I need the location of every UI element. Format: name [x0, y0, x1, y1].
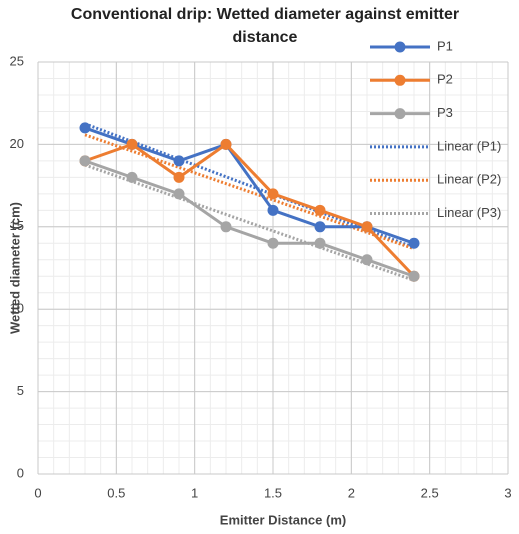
marker [126, 138, 138, 150]
marker [361, 221, 373, 233]
y-tick-label: 5 [17, 383, 24, 398]
legend-marker [394, 74, 406, 86]
marker [173, 155, 185, 167]
series-line [84, 142, 416, 278]
marker [267, 237, 279, 249]
marker [220, 138, 232, 150]
x-tick-label: 1 [191, 485, 198, 500]
marker [267, 188, 279, 200]
x-tick-label: 0 [34, 485, 41, 500]
marker [314, 237, 326, 249]
marker [314, 221, 326, 233]
marker [408, 270, 420, 282]
marker [314, 204, 326, 216]
series-line [84, 159, 415, 278]
marker [220, 221, 232, 233]
legend-label: Linear (P3) [437, 205, 501, 220]
legend-label: P2 [437, 72, 453, 87]
legend-marker [394, 41, 406, 53]
chart-title: Conventional drip: Wetted diameter again… [70, 6, 460, 46]
marker [79, 155, 91, 167]
legend-label: P1 [437, 38, 453, 53]
y-tick-label: 10 [10, 301, 24, 316]
x-tick-label: 1.5 [264, 485, 282, 500]
y-tick-label: 0 [17, 465, 24, 480]
marker [79, 122, 91, 134]
marker [267, 204, 279, 216]
x-tick-label: 0.5 [107, 485, 125, 500]
y-tick-label: 15 [10, 218, 24, 233]
y-axis-label: Wetted diameter (cm) [7, 202, 22, 334]
marker [126, 171, 138, 183]
y-tick-label: 20 [10, 136, 24, 151]
x-axis-label: Emitter Distance (m) [220, 512, 346, 527]
x-tick-label: 2 [348, 485, 355, 500]
x-tick-label: 3 [504, 485, 511, 500]
marker [173, 188, 185, 200]
y-tick-label: 25 [10, 53, 24, 68]
legend-label: Linear (P1) [437, 138, 501, 153]
legend-label: P3 [437, 105, 453, 120]
legend-label: Linear (P2) [437, 172, 501, 187]
marker [408, 237, 420, 249]
marker [173, 171, 185, 183]
legend-marker [394, 108, 406, 120]
x-tick-label: 2.5 [421, 485, 439, 500]
series-line [84, 126, 415, 245]
marker [361, 254, 373, 266]
